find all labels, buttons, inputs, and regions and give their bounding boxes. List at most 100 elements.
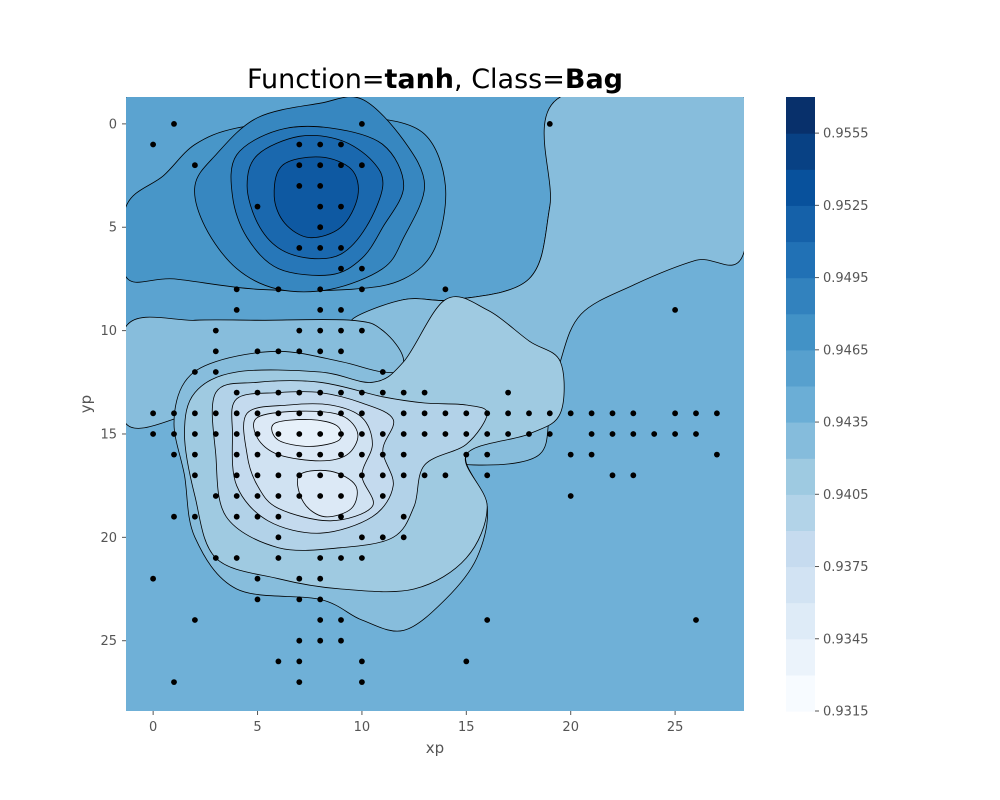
data-point <box>275 410 282 417</box>
data-point <box>317 203 324 210</box>
data-point <box>442 286 449 293</box>
data-point <box>317 555 324 561</box>
data-point <box>212 555 219 561</box>
data-point <box>400 534 407 541</box>
data-point <box>275 431 282 437</box>
x-tick-label: 15 <box>458 720 475 735</box>
data-point <box>233 389 240 396</box>
colorbar-tick-label: 0.9375 <box>823 560 869 575</box>
data-point <box>192 369 198 375</box>
data-point <box>484 617 491 623</box>
y-tick-label: 25 <box>100 634 117 649</box>
colorbar-cell <box>786 422 815 459</box>
data-point <box>317 245 324 251</box>
data-point <box>359 472 365 479</box>
data-point <box>359 555 365 561</box>
x-tick-label: 20 <box>562 720 579 735</box>
data-point <box>275 493 282 499</box>
scatter-points <box>150 121 720 685</box>
data-point <box>421 410 428 417</box>
data-point <box>317 183 324 189</box>
data-point <box>317 431 324 437</box>
data-point <box>400 513 407 520</box>
data-point <box>317 307 324 313</box>
x-tick-label: 10 <box>354 720 371 735</box>
data-point <box>359 451 365 458</box>
data-point <box>463 451 470 458</box>
colorbar-cell <box>786 674 815 712</box>
data-point <box>296 245 303 251</box>
data-point <box>546 410 553 417</box>
colorbar-tick-label: 0.9435 <box>823 416 869 431</box>
colorbar-tick-label: 0.9345 <box>823 632 869 647</box>
data-point <box>588 431 595 437</box>
data-point <box>672 307 678 313</box>
colorbar-cell <box>786 602 815 640</box>
data-point <box>359 327 365 334</box>
data-point <box>233 431 240 437</box>
data-point <box>526 431 532 437</box>
data-point <box>400 410 407 417</box>
x-axis-ticks: 0 5 10 15 20 25 <box>149 711 683 735</box>
x-tick-label: 5 <box>253 720 261 735</box>
data-point <box>317 410 324 417</box>
data-point <box>275 451 282 458</box>
data-point <box>275 658 282 665</box>
data-point <box>630 410 637 417</box>
data-point <box>296 410 303 417</box>
colorbar-tick-label: 0.9525 <box>823 199 869 214</box>
data-point <box>296 637 303 644</box>
data-point <box>254 493 261 499</box>
data-point <box>338 472 344 479</box>
data-point <box>317 327 324 334</box>
data-point <box>233 555 240 561</box>
data-point <box>338 141 344 148</box>
data-point <box>171 451 177 458</box>
title-prefix: Function= <box>247 64 384 95</box>
colorbar-cell <box>786 313 815 351</box>
data-point <box>463 658 470 665</box>
data-point <box>296 596 303 603</box>
data-point <box>338 162 344 169</box>
data-point <box>254 575 261 582</box>
colorbar-tick-label: 0.9495 <box>823 271 869 286</box>
data-point <box>212 369 219 375</box>
colorbar-tick-label: 0.9315 <box>823 705 869 720</box>
data-point <box>317 596 324 603</box>
data-point <box>338 327 344 334</box>
data-point <box>338 348 344 355</box>
colorbar-tick-label: 0.9405 <box>823 488 869 503</box>
data-point <box>379 431 386 437</box>
colorbar-cell <box>786 349 815 387</box>
data-point <box>296 183 303 189</box>
data-point <box>275 348 282 355</box>
data-point <box>212 327 219 334</box>
data-point <box>484 431 491 437</box>
data-point <box>296 493 303 499</box>
data-point <box>567 451 574 458</box>
data-point <box>317 451 324 458</box>
data-point <box>567 493 574 499</box>
data-point <box>338 431 344 437</box>
data-point <box>546 431 553 437</box>
data-point <box>359 679 365 685</box>
data-point <box>442 472 449 479</box>
colorbar-cells <box>786 97 815 712</box>
data-point <box>317 472 324 479</box>
data-point <box>505 410 511 417</box>
data-point <box>254 389 261 396</box>
data-point <box>442 410 449 417</box>
data-point <box>379 369 386 375</box>
data-point <box>588 410 595 417</box>
contour-region-6 <box>273 156 359 239</box>
data-point <box>254 513 261 520</box>
data-point <box>338 265 344 272</box>
data-point <box>338 637 344 644</box>
data-point <box>526 410 532 417</box>
data-point <box>254 596 261 603</box>
data-point <box>233 286 240 293</box>
data-point <box>609 431 616 437</box>
data-point <box>609 472 616 479</box>
data-point <box>317 348 324 355</box>
